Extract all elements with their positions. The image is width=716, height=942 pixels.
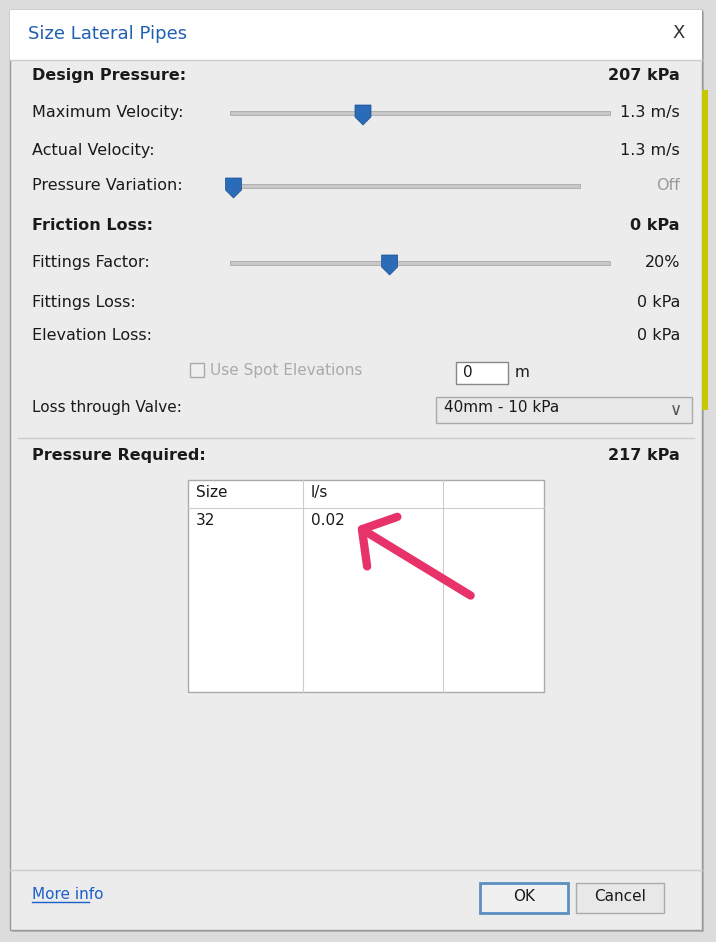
Text: Actual Velocity:: Actual Velocity: xyxy=(32,143,155,158)
Text: Fittings Loss:: Fittings Loss: xyxy=(32,295,136,310)
Text: 0 kPa: 0 kPa xyxy=(637,295,680,310)
Text: Pressure Variation:: Pressure Variation: xyxy=(32,178,183,193)
Bar xyxy=(576,883,664,913)
Text: m: m xyxy=(515,365,530,380)
Text: 1.3 m/s: 1.3 m/s xyxy=(620,143,680,158)
Text: 207 kPa: 207 kPa xyxy=(609,68,680,83)
Text: Elevation Loss:: Elevation Loss: xyxy=(32,328,152,343)
Bar xyxy=(188,480,544,692)
Text: 20%: 20% xyxy=(644,255,680,270)
Text: Cancel: Cancel xyxy=(594,889,646,904)
Text: 32: 32 xyxy=(196,513,216,528)
Text: 0.02: 0.02 xyxy=(311,513,344,528)
Text: Off: Off xyxy=(657,178,680,193)
Text: Use Spot Elevations: Use Spot Elevations xyxy=(210,363,362,378)
Bar xyxy=(230,261,610,265)
Bar xyxy=(702,90,708,410)
Text: 0 kPa: 0 kPa xyxy=(637,328,680,343)
Bar xyxy=(190,363,204,377)
Text: Loss through Valve:: Loss through Valve: xyxy=(32,400,182,415)
Text: Pressure Required:: Pressure Required: xyxy=(32,448,205,463)
Text: X: X xyxy=(672,24,684,42)
Text: Fittings Factor:: Fittings Factor: xyxy=(32,255,150,270)
Text: More info: More info xyxy=(32,887,104,902)
Text: 217 kPa: 217 kPa xyxy=(609,448,680,463)
Text: 1.3 m/s: 1.3 m/s xyxy=(620,105,680,120)
Polygon shape xyxy=(226,178,241,198)
Bar xyxy=(230,111,610,115)
Bar xyxy=(480,883,568,913)
Bar xyxy=(436,397,692,423)
Text: ∨: ∨ xyxy=(670,401,682,419)
Text: l/s: l/s xyxy=(311,485,329,500)
Polygon shape xyxy=(355,105,371,125)
Polygon shape xyxy=(382,255,397,275)
Text: 0: 0 xyxy=(463,365,473,380)
Text: 0 kPa: 0 kPa xyxy=(631,218,680,233)
Text: 40mm - 10 kPa: 40mm - 10 kPa xyxy=(444,400,559,415)
Bar xyxy=(230,184,580,188)
Text: Friction Loss:: Friction Loss: xyxy=(32,218,153,233)
Bar xyxy=(456,362,508,384)
Text: Size: Size xyxy=(196,485,228,500)
Text: Maximum Velocity:: Maximum Velocity: xyxy=(32,105,183,120)
Text: OK: OK xyxy=(513,889,535,904)
Bar xyxy=(10,10,702,60)
Text: Design Pressure:: Design Pressure: xyxy=(32,68,186,83)
Text: Size Lateral Pipes: Size Lateral Pipes xyxy=(28,25,187,43)
